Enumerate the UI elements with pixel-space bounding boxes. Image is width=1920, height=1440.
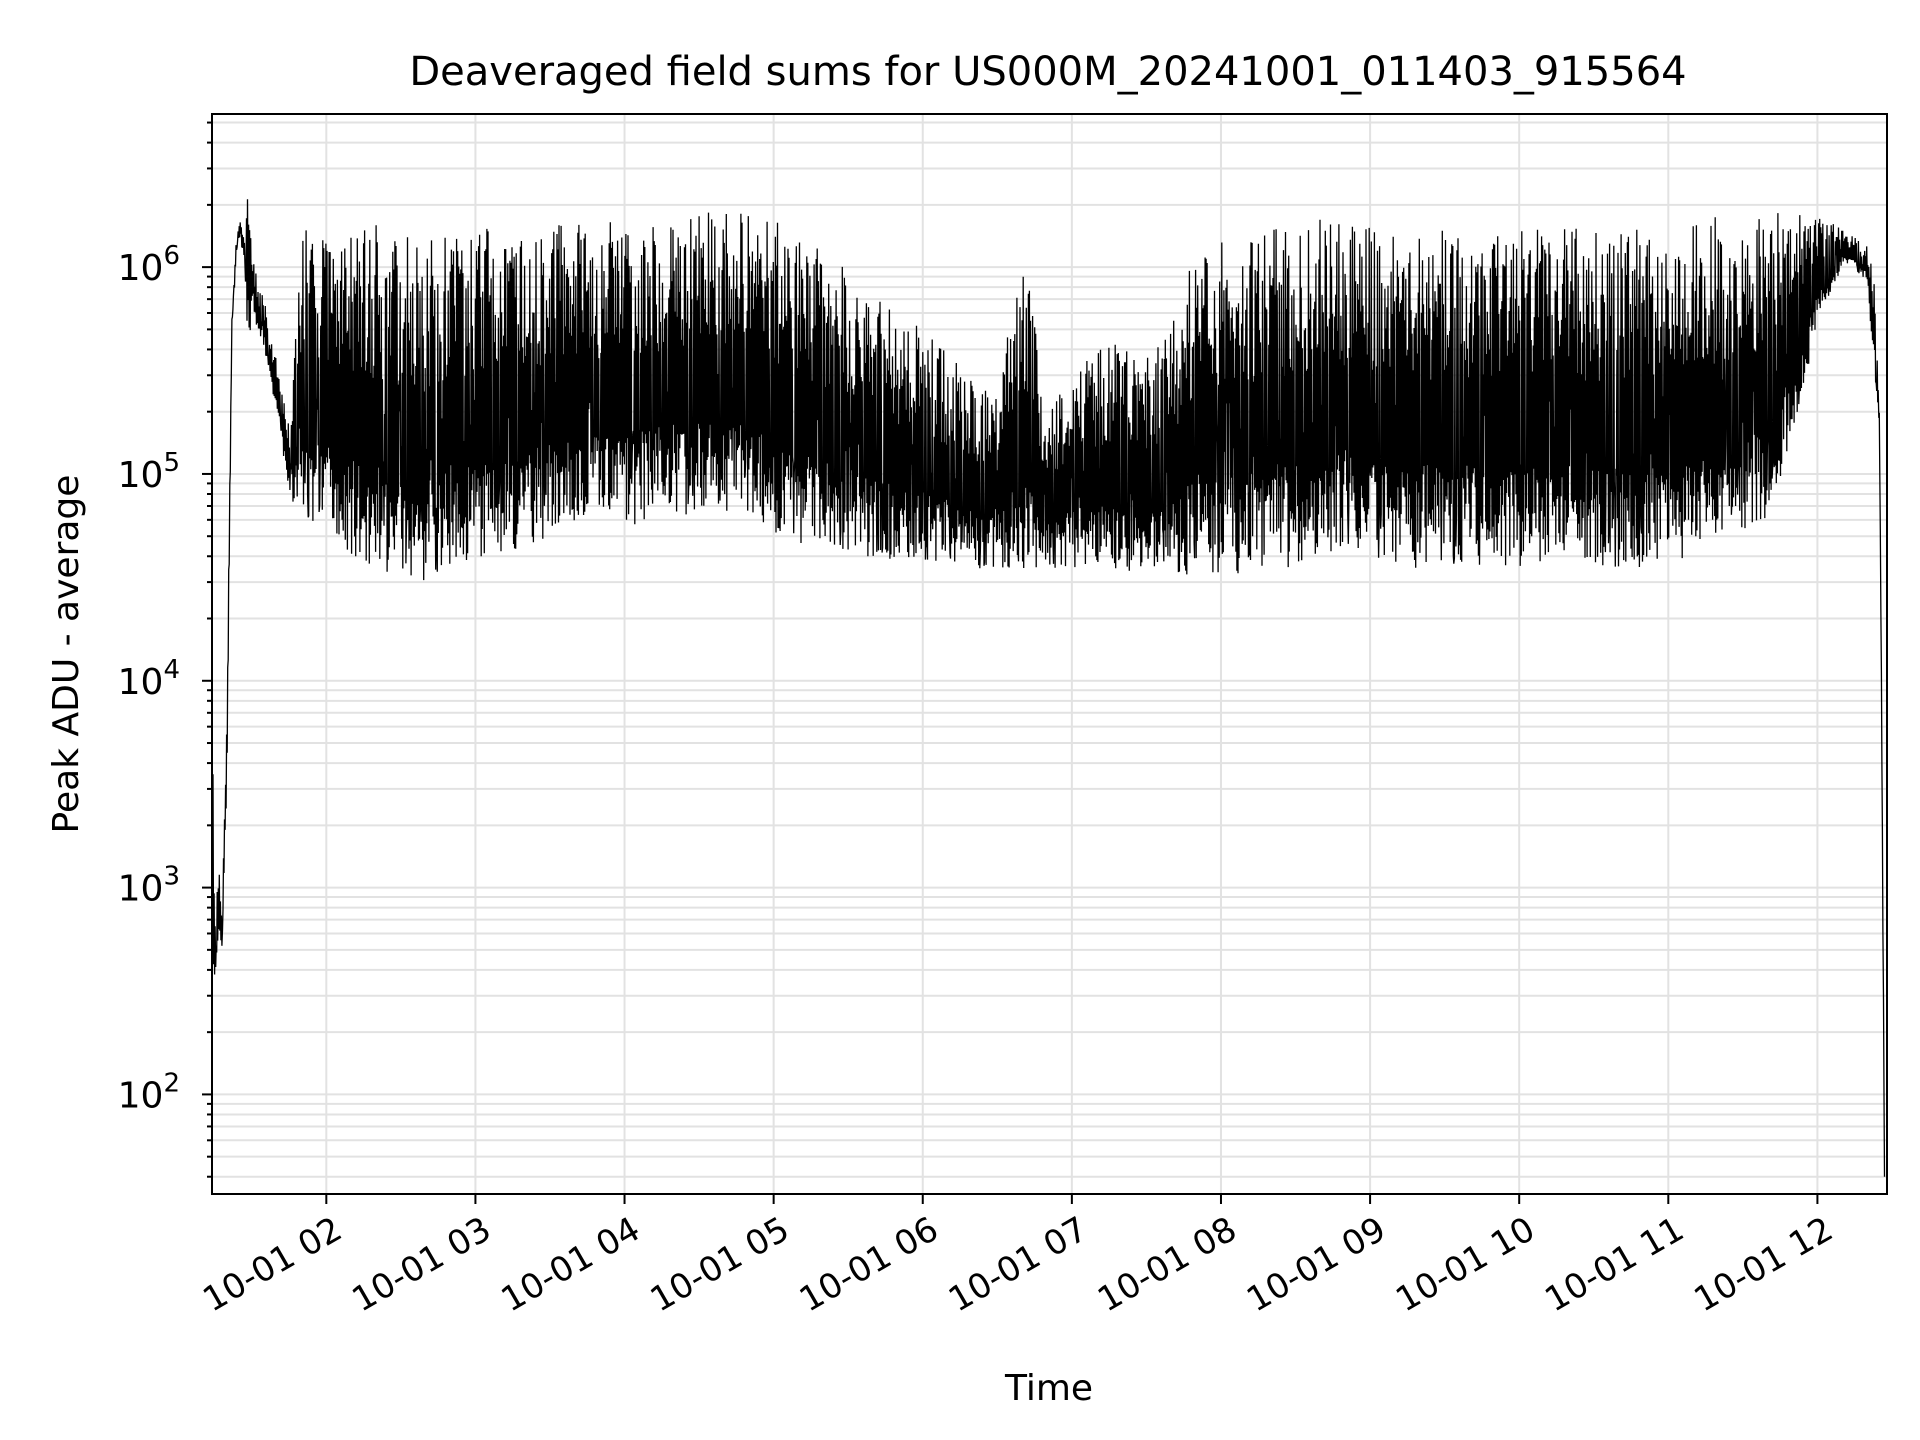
chart-title: Deaveraged field sums for US000M_2024100… <box>409 49 1686 95</box>
x-tick-label: 10-01 02 <box>196 1209 348 1320</box>
y-axis: 102 103 104 105 106 <box>118 121 212 1178</box>
x-axis-label: Time <box>1004 1368 1093 1409</box>
x-tick-label: 10-01 11 <box>1538 1209 1690 1320</box>
x-tick-label: 10-01 12 <box>1688 1209 1840 1320</box>
x-tick-label: 10-01 04 <box>495 1209 647 1320</box>
x-tick-label: 10-01 07 <box>942 1209 1094 1320</box>
x-tick-label: 10-01 05 <box>644 1209 796 1320</box>
y-tick-label: 106 <box>118 241 180 289</box>
x-tick-label: 10-01 10 <box>1389 1209 1541 1320</box>
x-tick-label: 10-01 06 <box>793 1209 945 1320</box>
x-tick-label: 10-01 09 <box>1240 1209 1392 1320</box>
data-line <box>211 199 1886 1177</box>
plot-frame <box>211 113 1888 1195</box>
y-tick-label: 105 <box>118 448 180 496</box>
series-line <box>211 199 1886 1177</box>
y-tick-label: 103 <box>118 862 180 910</box>
y-tick-label: 102 <box>118 1068 180 1116</box>
y-tick-label: 104 <box>118 655 180 703</box>
y-axis-label: Peak ADU - average <box>46 475 87 834</box>
x-tick-label: 10-01 03 <box>346 1209 498 1320</box>
x-tick-label: 10-01 08 <box>1091 1209 1243 1320</box>
